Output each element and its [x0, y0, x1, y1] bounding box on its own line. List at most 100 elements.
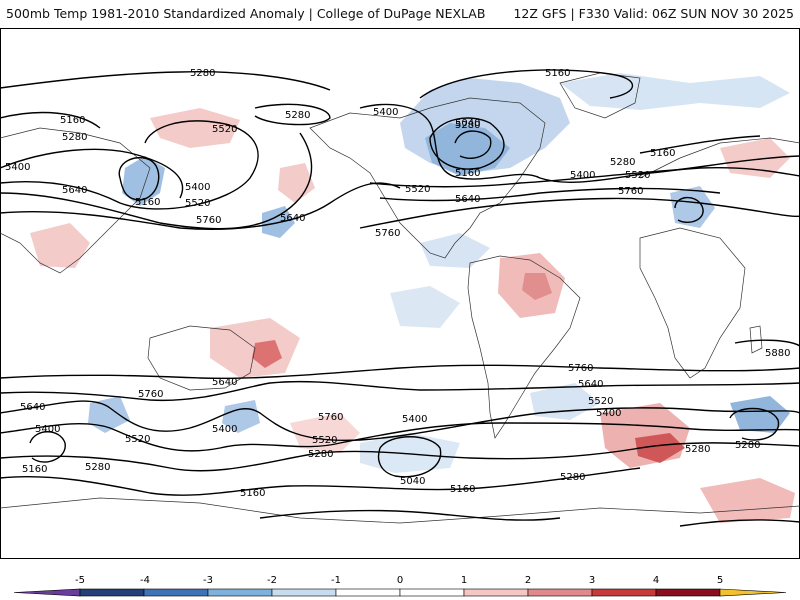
contour-label: 5760 — [375, 228, 400, 239]
colorbar-tick-label: -3 — [203, 575, 213, 586]
contour-label: 5280 — [610, 157, 635, 168]
south-america-coast — [467, 255, 581, 439]
contour-east-antarctic — [679, 519, 800, 527]
colorbar-tick-label: -2 — [267, 575, 277, 586]
coastlines — [0, 72, 800, 524]
contour-5160-antarctic — [259, 509, 561, 521]
contour-label: 5160 — [60, 115, 85, 126]
contour-label: 5280 — [285, 110, 310, 121]
colorbar-segment — [79, 588, 145, 597]
contour-label: 5520 — [185, 198, 210, 209]
contour-label: 5520 — [212, 124, 237, 135]
contour-5400-southern — [0, 422, 800, 452]
contour-label: 5640 — [20, 402, 45, 413]
warm-anomaly-australia-core — [252, 340, 282, 368]
contour-label: 5160 — [450, 484, 475, 495]
contour-label: 5400 — [212, 424, 237, 435]
contour-label: 5400 — [402, 414, 427, 425]
colorbar-segment — [527, 588, 593, 597]
warm-anomaly-south-atlantic-core — [635, 433, 685, 463]
colorbar-tick-labels: -5 -4 -3 -2 -1 0 1 2 3 4 5 — [75, 575, 723, 586]
colorbar-segment — [143, 588, 209, 597]
contour-label: 5640 — [212, 377, 237, 388]
contour-label: 5640 — [455, 194, 480, 205]
contour-5520-pacific — [0, 120, 259, 210]
colorbar-tick-label: 4 — [653, 575, 659, 586]
colorbar-tick-label: 2 — [525, 575, 531, 586]
contour-5880-southern — [734, 339, 800, 347]
contour-label: 5160 — [135, 197, 160, 208]
warm-anomaly-north-pacific — [150, 108, 240, 148]
contour-5280-canada — [429, 117, 505, 170]
north-america-coast — [309, 97, 546, 259]
contour-label: 5760 — [138, 389, 163, 400]
colorbar-segment — [591, 588, 657, 597]
contour-5400-pacific — [0, 148, 184, 199]
contour-label: 5520 — [125, 434, 150, 445]
warm-anomaly-amazon-core — [522, 273, 552, 300]
contour-5160-arctic — [419, 69, 633, 99]
cold-anomaly-arctic — [560, 73, 790, 110]
contour-5040-canada — [454, 130, 492, 159]
contour-label: 5520 — [312, 435, 337, 446]
colorbar-segment — [335, 588, 401, 597]
warm-anomaly-india — [30, 223, 90, 268]
contour-label: 5400 — [5, 162, 30, 173]
contour-5160-southern — [0, 467, 641, 496]
contour-label: 5280 — [190, 68, 215, 79]
contour-label: 5400 — [35, 424, 60, 435]
model-run-valid-time: 12Z GFS | F330 Valid: 06Z SUN NOV 30 202… — [513, 6, 794, 21]
contour-label: 5640 — [578, 379, 603, 390]
contour-label: 5160 — [650, 148, 675, 159]
cold-anomaly-south-pacific-2 — [222, 400, 260, 433]
anomaly-map: 5280 5160 5280 5160 5280 5400 5640 5160 … — [0, 28, 800, 559]
contour-labels: 5280 5160 5280 5160 5280 5400 5640 5160 … — [5, 68, 790, 499]
contour-label: 5520 — [588, 396, 613, 407]
contour-label: 5160 — [545, 68, 570, 79]
colorbar-tick-label: 0 — [397, 575, 403, 586]
contour-5640-atlantic — [379, 187, 721, 202]
contour-alaska-low — [118, 157, 160, 201]
contour-label: 5280 — [685, 444, 710, 455]
australia-coast — [147, 325, 256, 391]
cold-anomaly-south-pacific-1 — [88, 396, 130, 433]
colorbar: -5 -4 -3 -2 -1 0 1 2 3 4 5 — [13, 575, 787, 597]
colorbar-tick-label: 5 — [717, 575, 723, 586]
cold-anomaly-south-atlantic — [530, 383, 600, 420]
contour-label: 5400 — [596, 408, 621, 419]
antarctica-coast — [0, 497, 800, 524]
contour-5760-southern — [0, 364, 800, 380]
warm-anomaly-east-pacific — [278, 163, 315, 203]
contour-label: 5760 — [618, 186, 643, 197]
contour-label: 5280 — [455, 120, 480, 131]
contour-5640-southern — [0, 380, 800, 402]
height-contours — [0, 69, 800, 527]
contour-south-pacific-low — [29, 431, 66, 463]
africa-coast — [639, 227, 746, 379]
contour-5520-atlantic — [369, 166, 800, 188]
colorbar-segment — [655, 588, 721, 597]
contour-label: 5280 — [308, 449, 333, 460]
cold-anomaly-atlantic — [390, 286, 460, 328]
contour-5280-pacific-low — [254, 103, 331, 126]
colorbar-tick-label: -5 — [75, 575, 85, 586]
contour-label: 5160 — [240, 488, 265, 499]
cold-anomaly-alaska — [122, 156, 165, 206]
contour-label: 5640 — [280, 213, 305, 224]
cold-anomaly-gulf — [420, 233, 490, 268]
contour-label: 5160 — [22, 464, 47, 475]
contour-5760-pacific — [0, 182, 401, 230]
colorbar-end-low — [13, 588, 81, 597]
contour-label: 5280 — [560, 472, 585, 483]
warm-anomaly-antarctic-east — [700, 478, 795, 523]
contour-label: 5280 — [85, 462, 110, 473]
contour-label: 5760 — [568, 363, 593, 374]
contour-5760-atlantic — [359, 197, 800, 229]
contour-label: 5880 — [765, 348, 790, 359]
contour-label: 5760 — [196, 215, 221, 226]
contour-5280-southern — [0, 442, 800, 472]
contour-5160-west — [0, 111, 101, 129]
contour-label: 5760 — [318, 412, 343, 423]
colorbar-tick-label: 3 — [589, 575, 595, 586]
contour-label: 5520 — [625, 170, 650, 181]
